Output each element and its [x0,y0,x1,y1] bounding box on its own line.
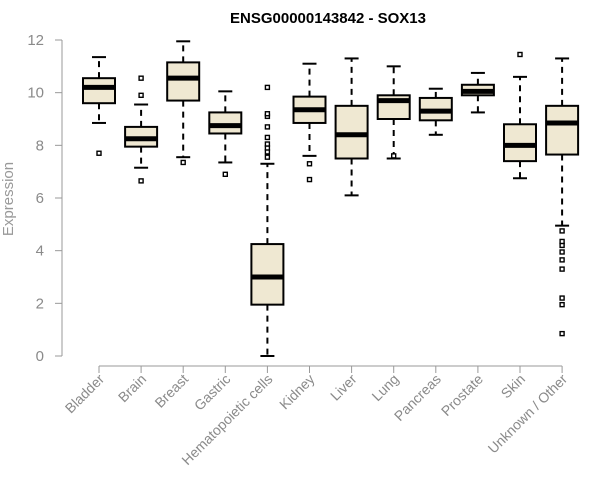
box-lung [376,65,411,160]
outlier-point [559,257,565,263]
y-tick-label: 0 [36,348,44,365]
outlier-point [559,301,565,308]
y-tick-label: 10 [27,85,44,102]
outlier-point [138,178,144,184]
x-tick-label: Brain [115,371,149,405]
outlier-point [264,84,271,91]
outlier-point [391,153,397,159]
x-tick-label: Breast [151,371,191,411]
box-iqr [166,61,201,102]
outlier-point [306,176,313,183]
box-gastric [208,90,243,178]
y-tick-label: 4 [36,243,44,260]
outlier-point [180,159,186,166]
x-tick-label: Pancreas [391,371,444,424]
y-tick-label: 2 [36,295,44,312]
box-prostate [460,71,495,114]
outlier-point [138,75,144,81]
y-tick-label: 8 [36,137,44,154]
outlier-point [559,266,565,272]
box-iqr [250,243,285,306]
x-tick-label: Bladder [62,371,108,417]
outlier-point [96,150,102,156]
box-liver [334,57,369,197]
box-iqr [82,77,116,105]
outlier-point [306,161,313,167]
box-iqr [208,111,243,135]
box-pancreas [418,87,453,136]
box-kidney [292,62,327,183]
x-tick-label: Liver [327,371,360,404]
y-tick-label: 12 [27,32,44,49]
box-iqr [334,104,369,160]
axes: 0 2 4 6 8 10 12 [27,32,563,373]
outlier-point [264,134,271,141]
y-axis-label: Expression [0,162,17,236]
outlier-point [264,141,271,147]
outlier-point [559,238,565,245]
x-tick-label: Unknown / Other [485,371,571,457]
outlier-point [264,111,271,117]
outlier-point [559,295,565,301]
x-tick-label: Kidney [276,371,318,413]
box-hematopoietic-cells [250,84,285,357]
boxes [82,40,580,357]
outlier-point [264,154,271,160]
box-brain [124,75,159,184]
outlier-point [264,124,271,130]
y-tick-label: 6 [36,190,44,207]
x-tick-label: Lung [368,371,401,404]
chart-title: ENSG00000143842 - SOX13 [230,10,426,27]
outlier-point [138,92,144,99]
box-breast [166,40,201,166]
outlier-point [559,249,565,255]
outlier-point [559,228,565,234]
outlier-point [222,171,229,178]
x-tick-label: Skin [498,371,529,402]
outlier-point [517,51,523,58]
box-iqr [503,123,537,163]
outlier-point [559,330,565,337]
box-iqr [545,104,580,156]
x-tick-label: Prostate [438,371,486,419]
box-bladder [82,56,116,156]
box-skin [503,51,537,180]
box-unknown-other [545,57,580,337]
